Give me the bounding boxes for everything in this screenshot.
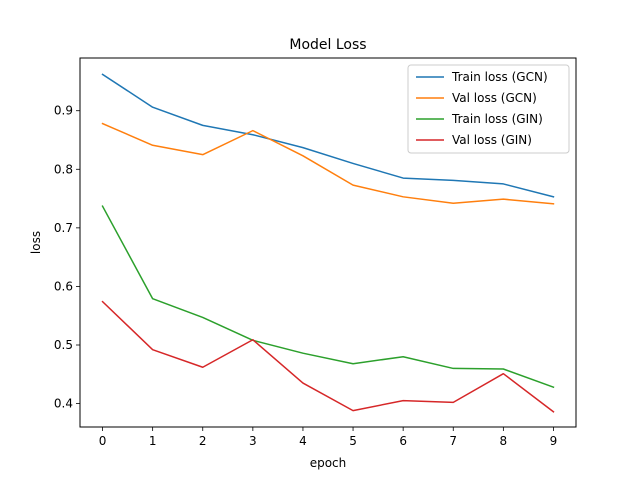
series-layer [101,73,555,413]
series-line-2 [101,205,555,389]
y-tick-label: 0.5 [54,338,73,352]
plot-frame [79,57,577,428]
y-tick-label: 0.6 [54,279,73,293]
legend-box [407,64,570,154]
series-line-0 [101,73,555,198]
y-axis: 0.4 0.5 0.6 0.7 0.8 0.9 [54,104,80,411]
x-tick-label: 8 [500,434,508,448]
y-tick-label: 0.7 [54,221,73,235]
x-tick-label: 2 [199,434,207,448]
x-tick-label: 6 [399,434,407,448]
legend-label: Train loss (GIN) [451,112,543,126]
legend-label: Val loss (GIN) [452,133,532,147]
x-axis: 0 1 2 3 4 5 6 7 8 9 [99,427,558,448]
y-tick-label: 0.8 [54,162,73,176]
x-tick-label: 1 [149,434,157,448]
x-tick-label: 5 [349,434,357,448]
y-axis-label: loss [29,231,43,254]
x-axis-label: epoch [310,456,347,470]
x-tick-label: 0 [99,434,107,448]
x-tick-label: 4 [299,434,307,448]
x-tick-label: 7 [449,434,457,448]
series-line-3 [101,300,555,413]
chart-title: Model Loss [289,37,366,53]
series-line-1 [101,122,555,205]
legend: Train loss (GCN) Val loss (GCN) Train loss… [407,64,570,154]
legend-label: Val loss (GCN) [452,91,537,105]
x-tick-label: 3 [249,434,257,448]
x-tick-label: 9 [550,434,558,448]
y-tick-label: 0.9 [54,104,73,118]
legend-label: Train loss (GCN) [451,70,548,84]
y-tick-label: 0.4 [54,397,73,411]
